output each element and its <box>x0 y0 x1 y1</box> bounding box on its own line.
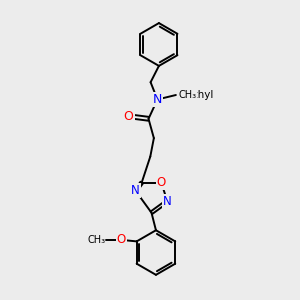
Text: methyl: methyl <box>177 90 214 100</box>
Text: N: N <box>153 93 162 106</box>
Text: N: N <box>131 184 140 197</box>
Text: CH₃: CH₃ <box>87 235 105 245</box>
Text: O: O <box>117 233 126 246</box>
Text: N: N <box>163 195 172 208</box>
Text: O: O <box>157 176 166 189</box>
Text: CH₃: CH₃ <box>178 90 196 100</box>
Text: O: O <box>124 110 134 123</box>
